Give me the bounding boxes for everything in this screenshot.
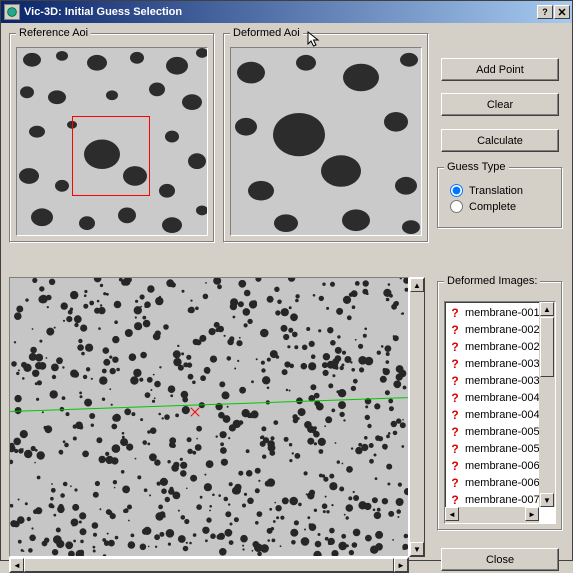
list-item-label: membrane-005_ [465, 426, 539, 438]
list-item[interactable]: ? membrane-002_ [447, 338, 539, 355]
list-item-label: membrane-006_ [465, 477, 539, 489]
list-item-label: membrane-003_ [465, 375, 539, 387]
scroll-thumb[interactable] [24, 558, 394, 572]
question-icon: ? [449, 460, 461, 472]
seed-point-marker[interactable] [189, 406, 201, 418]
list-item[interactable]: ? membrane-001_ [447, 304, 539, 321]
add-point-button[interactable]: Add Point [441, 58, 559, 81]
deformed-images-group: Deformed Images: ? membrane-001_? membrane… [437, 275, 563, 531]
question-icon: ? [449, 341, 461, 353]
question-icon: ? [449, 426, 461, 438]
deformed-aoi-group: Deformed Aoi [223, 27, 429, 243]
list-horizontal-scrollbar[interactable]: ◄ ► [445, 507, 539, 523]
selection-rectangle[interactable] [72, 116, 150, 196]
app-icon [4, 4, 20, 20]
list-item[interactable]: ? membrane-005_ [447, 440, 539, 457]
list-scroll-left-icon[interactable]: ◄ [445, 507, 459, 521]
list-item[interactable]: ? membrane-003_ [447, 372, 539, 389]
titlebar[interactable]: Vic-3D: Initial Guess Selection ? [1, 1, 572, 23]
list-item[interactable]: ? membrane-004_ [447, 389, 539, 406]
list-item-label: membrane-004_ [465, 409, 539, 421]
list-item-label: membrane-006_ [465, 460, 539, 472]
question-icon: ? [449, 392, 461, 404]
scroll-up-icon[interactable]: ▲ [410, 278, 424, 292]
deformed-aoi-label: Deformed Aoi [230, 27, 303, 39]
help-button[interactable]: ? [537, 5, 553, 19]
radio-translation-label: Translation [469, 185, 523, 197]
reference-aoi-view[interactable] [16, 47, 208, 236]
list-item[interactable]: ? membrane-004_ [447, 406, 539, 423]
main-image-panel: ▲ ▼ ◄ ► [9, 277, 425, 573]
list-scroll-up-icon[interactable]: ▲ [540, 302, 554, 316]
deformed-speckle-image [231, 48, 421, 235]
guess-type-group: Guess Type Translation Complete [437, 161, 563, 229]
deformed-aoi-view[interactable] [230, 47, 422, 236]
guess-type-label: Guess Type [444, 161, 509, 173]
question-icon: ? [449, 494, 461, 506]
client-area: Reference Aoi [1, 23, 572, 560]
scroll-right-icon[interactable]: ► [394, 558, 408, 572]
question-icon: ? [449, 375, 461, 387]
list-item[interactable]: ? membrane-006_ [447, 474, 539, 491]
question-icon: ? [449, 443, 461, 455]
list-item-label: membrane-001_ [465, 307, 539, 319]
calculate-button[interactable]: Calculate [441, 129, 559, 152]
radio-translation-input[interactable] [450, 184, 463, 197]
list-item-label: membrane-002_ [465, 324, 539, 336]
radio-complete-input[interactable] [450, 200, 463, 213]
list-item-label: membrane-003_ [465, 358, 539, 370]
close-x-button[interactable] [554, 5, 570, 19]
deformed-images-label: Deformed Images: [444, 275, 540, 287]
radio-translation[interactable]: Translation [450, 184, 556, 197]
reference-aoi-group: Reference Aoi [9, 27, 215, 243]
list-item-label: membrane-002_ [465, 341, 539, 353]
list-item[interactable]: ? membrane-005_ [447, 423, 539, 440]
reference-aoi-label: Reference Aoi [16, 27, 91, 39]
radio-complete[interactable]: Complete [450, 200, 556, 213]
scroll-down-icon[interactable]: ▼ [410, 542, 424, 556]
list-item-label: membrane-007_ [465, 494, 539, 506]
question-icon: ? [449, 358, 461, 370]
close-button[interactable]: Close [441, 548, 559, 571]
question-icon: ? [449, 324, 461, 336]
deformed-images-listbox[interactable]: ? membrane-001_? membrane-002_? membrane-00… [444, 301, 556, 524]
main-speckle-image [10, 278, 408, 556]
main-vertical-scrollbar[interactable]: ▲ ▼ [409, 277, 425, 557]
dialog-window: Vic-3D: Initial Guess Selection ? Refere… [0, 0, 573, 561]
list-item[interactable]: ? membrane-003_ [447, 355, 539, 372]
radio-complete-label: Complete [469, 201, 516, 213]
main-horizontal-scrollbar[interactable]: ◄ ► [9, 557, 409, 573]
question-icon: ? [449, 409, 461, 421]
list-item[interactable]: ? membrane-002_ [447, 321, 539, 338]
list-item-label: membrane-005_ [465, 443, 539, 455]
main-image-view[interactable] [9, 277, 409, 557]
window-title: Vic-3D: Initial Guess Selection [24, 6, 537, 18]
list-item[interactable]: ? membrane-006_ [447, 457, 539, 474]
list-scroll-down-icon[interactable]: ▼ [540, 493, 554, 507]
list-item-label: membrane-004_ [465, 392, 539, 404]
list-scroll-thumb[interactable] [540, 317, 554, 377]
scroll-left-icon[interactable]: ◄ [10, 558, 24, 572]
list-item[interactable]: ? membrane-007_ [447, 491, 539, 507]
question-icon: ? [449, 307, 461, 319]
question-icon: ? [449, 477, 461, 489]
list-scroll-right-icon[interactable]: ► [525, 507, 539, 521]
list-vertical-scrollbar[interactable]: ▲ ▼ [539, 302, 555, 507]
clear-button[interactable]: Clear [441, 93, 559, 116]
